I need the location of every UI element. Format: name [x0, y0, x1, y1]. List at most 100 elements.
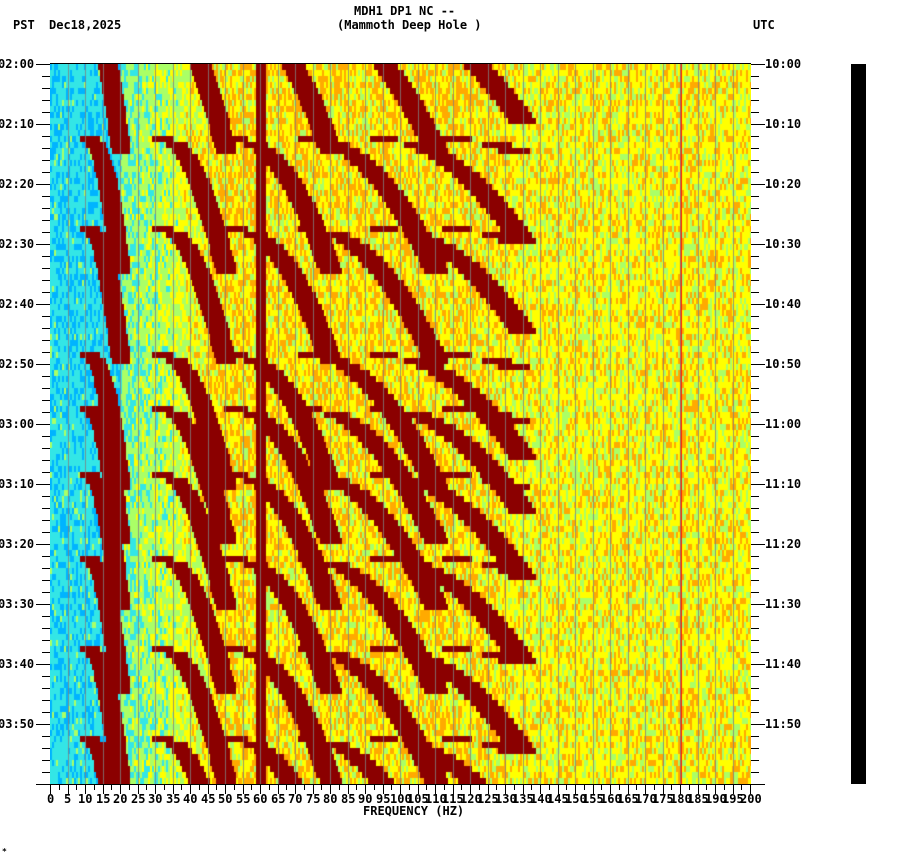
y-tick [751, 136, 759, 137]
x-tick [260, 784, 261, 794]
x-tick [488, 784, 489, 794]
y-tick [42, 652, 50, 653]
x-tick [164, 784, 165, 790]
y-tick [42, 532, 50, 533]
y-tick [42, 496, 50, 497]
station-name: (Mammoth Deep Hole ) [337, 18, 482, 32]
y-tick [751, 256, 759, 257]
y-tick [42, 436, 50, 437]
x-tick [689, 784, 690, 790]
y-tick [36, 664, 50, 665]
y-tick [42, 460, 50, 461]
y-tick [42, 76, 50, 77]
y-tick [36, 604, 50, 605]
x-tick-label: 10 [78, 792, 93, 806]
y-tick [42, 640, 50, 641]
y-tick [42, 136, 50, 137]
y-tick-label-right: 10:40 [765, 297, 802, 311]
y-tick [751, 220, 759, 221]
y-tick [751, 508, 759, 509]
x-tick-label: 55 [236, 792, 251, 806]
y-tick [751, 88, 759, 89]
x-tick [103, 784, 104, 794]
y-tick [42, 376, 50, 377]
y-tick [36, 424, 50, 425]
x-tick-label: 0 [47, 792, 55, 806]
x-tick-label: 50 [218, 792, 233, 806]
x-tick-label: 140 [530, 792, 552, 806]
x-tick [129, 784, 130, 790]
y-tick [42, 628, 50, 629]
y-tick [751, 760, 759, 761]
x-tick [278, 784, 279, 794]
y-tick [751, 736, 759, 737]
y-tick [751, 520, 759, 521]
y-tick-label-right: 11:30 [765, 597, 802, 611]
x-tick [523, 784, 524, 794]
y-tick [42, 268, 50, 269]
x-tick [505, 784, 506, 794]
y-tick-label-right: 11:50 [765, 717, 802, 731]
x-tick-label: 120 [460, 792, 482, 806]
y-tick [751, 148, 759, 149]
x-tick [313, 784, 314, 794]
y-tick [36, 244, 50, 245]
x-tick [146, 784, 147, 790]
x-tick-label: 70 [288, 792, 303, 806]
y-tick [42, 316, 50, 317]
x-tick [540, 784, 541, 794]
x-tick [610, 784, 611, 794]
y-tick [751, 436, 759, 437]
y-tick [751, 352, 759, 353]
x-tick-label: 125 [477, 792, 499, 806]
x-tick [435, 784, 436, 794]
y-tick [42, 676, 50, 677]
x-tick [120, 784, 121, 794]
x-tick [383, 784, 384, 794]
x-tick-label: 25 [131, 792, 146, 806]
x-tick-label: 145 [547, 792, 569, 806]
y-tick-label-left: 02:30 [0, 237, 35, 251]
x-tick [470, 784, 471, 794]
y-tick [36, 64, 50, 65]
x-tick [225, 784, 226, 794]
x-tick [409, 784, 410, 790]
x-tick [111, 784, 112, 790]
y-tick [42, 520, 50, 521]
y-tick [751, 472, 759, 473]
x-tick [243, 784, 244, 794]
y-tick [42, 400, 50, 401]
y-tick-label-right: 11:00 [765, 417, 802, 431]
y-tick [42, 508, 50, 509]
y-tick [751, 124, 765, 125]
y-tick [751, 316, 759, 317]
x-tick-label: 160 [600, 792, 622, 806]
x-tick [706, 784, 707, 790]
x-tick [593, 784, 594, 794]
x-tick-label: 75 [306, 792, 321, 806]
y-tick [751, 772, 759, 773]
x-tick-label: 185 [687, 792, 709, 806]
x-tick [619, 784, 620, 790]
y-tick [751, 232, 759, 233]
y-tick [751, 748, 759, 749]
x-tick-label: 90 [358, 792, 373, 806]
y-tick [42, 736, 50, 737]
x-tick [68, 784, 69, 794]
x-tick [339, 784, 340, 790]
y-tick [751, 604, 765, 605]
x-tick [733, 784, 734, 794]
x-tick [199, 784, 200, 790]
x-tick-label: 95 [376, 792, 391, 806]
y-tick-label-left: 03:40 [0, 657, 35, 671]
y-tick [751, 652, 759, 653]
date-label: Dec18,2025 [49, 18, 122, 32]
x-tick [750, 784, 751, 794]
x-tick [453, 784, 454, 794]
y-tick [42, 232, 50, 233]
x-tick [426, 784, 427, 790]
x-tick-label: 60 [253, 792, 268, 806]
y-tick [42, 220, 50, 221]
y-tick-label-left: 03:00 [0, 417, 35, 431]
y-tick [751, 712, 759, 713]
